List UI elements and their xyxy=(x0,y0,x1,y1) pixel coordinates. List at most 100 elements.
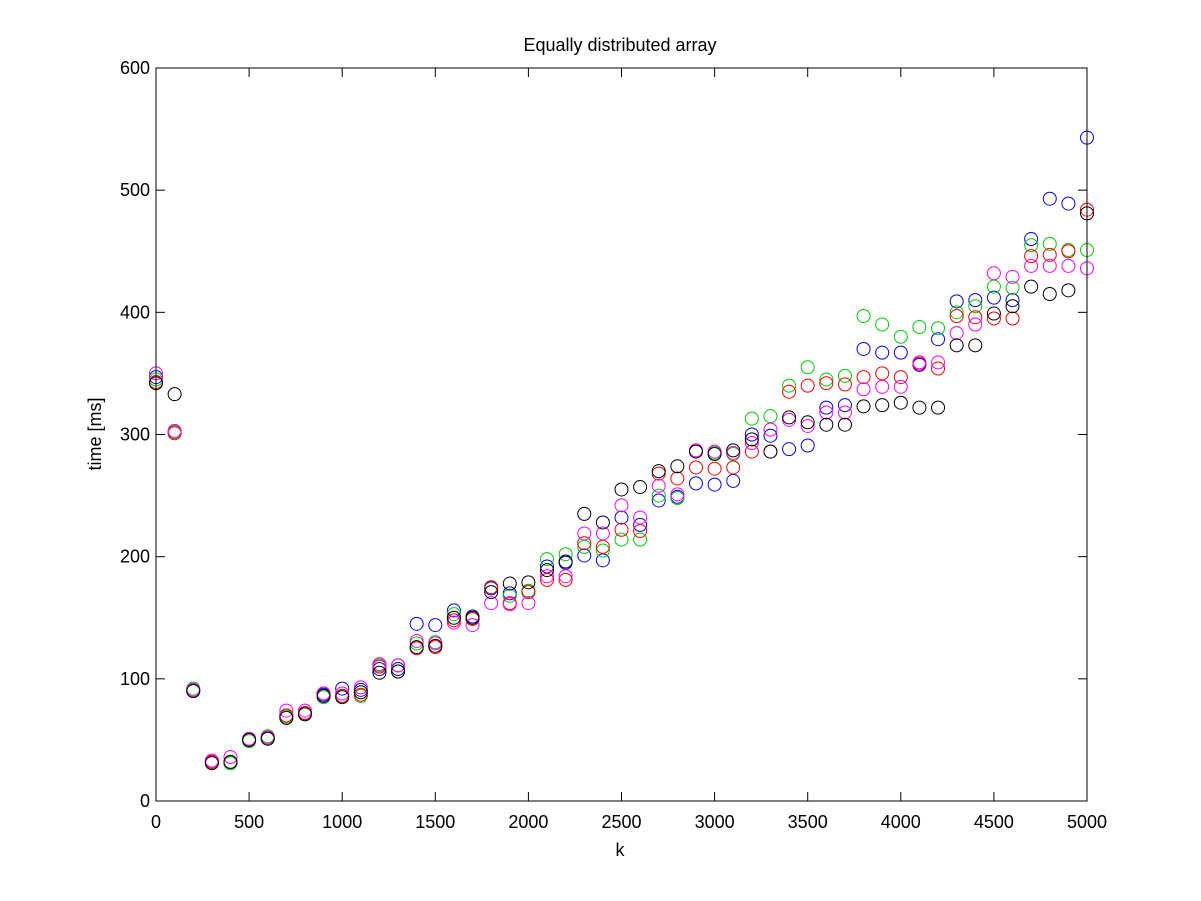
data-point xyxy=(1061,283,1076,298)
x-tick-label: 2000 xyxy=(508,812,548,832)
data-point xyxy=(856,382,871,397)
data-point xyxy=(614,510,629,525)
data-point xyxy=(223,750,238,765)
data-point xyxy=(726,460,741,475)
data-point xyxy=(335,686,350,701)
data-point xyxy=(409,616,424,631)
data-point xyxy=(633,510,648,525)
data-point xyxy=(521,596,536,611)
data-point xyxy=(595,515,610,530)
data-point xyxy=(297,707,312,722)
data-point xyxy=(968,293,983,308)
data-point xyxy=(577,526,592,541)
data-point xyxy=(949,294,964,309)
data-point xyxy=(800,418,815,433)
data-point xyxy=(1042,191,1057,206)
data-point xyxy=(949,305,964,320)
data-point xyxy=(465,610,480,625)
data-point xyxy=(167,423,182,438)
data-point xyxy=(502,597,517,612)
data-point xyxy=(688,460,703,475)
data-point xyxy=(931,321,946,336)
data-point xyxy=(428,638,443,653)
data-point xyxy=(670,459,685,474)
data-point xyxy=(614,482,629,497)
data-point xyxy=(856,399,871,414)
data-point xyxy=(446,603,461,618)
data-point xyxy=(1005,293,1020,308)
data-point xyxy=(968,299,983,314)
data-point xyxy=(595,543,610,558)
data-point xyxy=(986,266,1001,281)
data-point xyxy=(540,569,555,584)
data-point xyxy=(912,319,927,334)
data-point xyxy=(893,370,908,385)
data-point xyxy=(837,398,852,413)
data-point xyxy=(484,585,499,600)
data-point xyxy=(782,384,797,399)
data-point xyxy=(521,585,536,600)
data-point xyxy=(353,685,368,700)
x-tick-label: 1000 xyxy=(322,812,362,832)
data-point xyxy=(446,607,461,622)
data-point xyxy=(1042,258,1057,273)
data-point xyxy=(260,731,275,746)
data-point xyxy=(782,378,797,393)
data-point xyxy=(800,378,815,393)
data-point xyxy=(409,633,424,648)
data-point xyxy=(837,417,852,432)
data-point xyxy=(1024,258,1039,273)
data-point xyxy=(707,447,722,462)
data-point xyxy=(763,422,778,437)
data-point xyxy=(595,526,610,541)
data-point xyxy=(540,572,555,587)
data-point xyxy=(819,400,834,415)
data-point xyxy=(279,710,294,725)
data-point xyxy=(204,756,219,771)
series-4 xyxy=(149,206,1094,771)
data-point xyxy=(837,368,852,383)
x-tick-label: 5000 xyxy=(1067,812,1107,832)
data-point xyxy=(484,596,499,611)
data-point xyxy=(1042,287,1057,302)
data-point xyxy=(651,464,666,479)
x-tick-label: 1500 xyxy=(415,812,455,832)
data-point xyxy=(558,569,573,584)
data-point xyxy=(651,488,666,503)
data-point xyxy=(521,575,536,590)
data-point xyxy=(1005,269,1020,284)
data-point xyxy=(1024,279,1039,294)
data-point xyxy=(577,536,592,551)
data-point xyxy=(446,615,461,630)
x-tick-label: 0 xyxy=(151,812,161,832)
y-tick-label: 400 xyxy=(120,302,150,322)
data-point xyxy=(428,618,443,633)
data-point xyxy=(782,410,797,425)
data-point xyxy=(893,379,908,394)
data-point xyxy=(335,681,350,696)
data-point xyxy=(614,522,629,537)
y-tick-label: 500 xyxy=(120,180,150,200)
data-point xyxy=(1005,280,1020,295)
series-3 xyxy=(149,258,1094,768)
data-point xyxy=(670,487,685,502)
data-point xyxy=(577,506,592,521)
data-point xyxy=(446,610,461,625)
data-point xyxy=(614,532,629,547)
data-point xyxy=(651,493,666,508)
data-point xyxy=(558,547,573,562)
y-axis-label: time [ms] xyxy=(85,397,105,470)
data-point xyxy=(353,680,368,695)
data-point xyxy=(986,306,1001,321)
data-point xyxy=(297,703,312,718)
data-point xyxy=(837,405,852,420)
y-tick-label: 0 xyxy=(140,791,150,811)
data-point xyxy=(875,398,890,413)
data-point xyxy=(465,618,480,633)
data-point xyxy=(893,329,908,344)
data-point xyxy=(949,338,964,353)
data-point xyxy=(912,400,927,415)
data-point xyxy=(688,476,703,491)
data-point xyxy=(614,498,629,513)
data-point xyxy=(372,665,387,680)
